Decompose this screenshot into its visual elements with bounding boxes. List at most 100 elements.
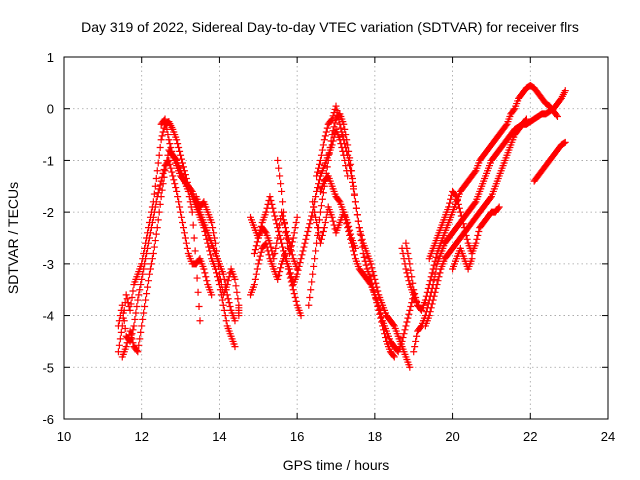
data-point — [226, 303, 234, 311]
data-point — [152, 198, 160, 206]
data-point — [367, 260, 375, 268]
data-point — [139, 315, 147, 323]
y-axis-label: SDTVAR / TECUs — [5, 182, 21, 294]
data-point — [360, 253, 368, 261]
data-point — [137, 281, 145, 289]
data-point — [126, 306, 134, 314]
data-point — [176, 203, 184, 211]
data-point — [167, 144, 175, 151]
data-point — [366, 279, 374, 287]
series-track-g — [250, 125, 352, 289]
data-point — [402, 265, 410, 273]
data-point — [267, 243, 275, 251]
data-point — [266, 193, 274, 201]
data-point — [297, 312, 305, 320]
data-point — [369, 268, 377, 276]
data-point — [145, 239, 153, 247]
data-point — [155, 208, 163, 216]
data-point — [166, 160, 174, 168]
data-point — [117, 328, 125, 336]
data-point — [327, 116, 335, 124]
data-point — [170, 176, 178, 184]
data-point — [158, 132, 166, 140]
data-point — [313, 172, 321, 180]
data-point — [136, 335, 144, 343]
data-point — [389, 352, 397, 360]
data-point — [137, 328, 145, 336]
data-point — [189, 221, 197, 229]
data-point — [142, 296, 150, 304]
data-point — [208, 291, 216, 299]
data-point — [207, 251, 215, 259]
data-point — [347, 167, 355, 175]
data-point — [323, 124, 331, 132]
data-point — [318, 231, 326, 239]
data-point — [252, 270, 260, 278]
data-point — [317, 151, 325, 159]
data-point — [328, 115, 336, 123]
data-point — [146, 265, 154, 273]
data-point — [162, 162, 170, 170]
data-point — [172, 155, 180, 163]
data-point — [521, 116, 529, 124]
data-point — [402, 239, 410, 247]
data-point — [429, 296, 437, 304]
data-point — [307, 286, 315, 294]
series-track-l — [316, 172, 418, 356]
data-point — [312, 247, 320, 255]
data-point — [134, 348, 142, 356]
data-point — [426, 277, 434, 285]
data-point — [275, 271, 283, 279]
data-point — [161, 115, 169, 123]
data-point — [148, 255, 156, 263]
series-track-b — [114, 156, 216, 345]
data-point — [311, 255, 319, 263]
data-point — [153, 224, 161, 232]
data-point — [336, 120, 344, 128]
data-point — [553, 111, 561, 119]
data-point — [252, 242, 260, 250]
data-point — [305, 224, 313, 232]
data-point — [404, 273, 412, 281]
data-point — [291, 293, 299, 301]
data-point — [431, 270, 439, 278]
data-point — [116, 335, 124, 343]
data-point — [326, 144, 334, 151]
data-point — [430, 275, 438, 283]
data-point — [553, 112, 561, 120]
data-point — [201, 269, 209, 277]
data-point — [127, 331, 135, 339]
data-point — [350, 191, 358, 199]
data-point — [401, 326, 409, 334]
series-track-k — [313, 102, 414, 371]
data-point — [281, 218, 289, 226]
data-point — [282, 234, 290, 242]
data-point — [143, 290, 151, 298]
data-point — [184, 187, 192, 195]
data-point — [358, 235, 366, 243]
y-tick-label: 1 — [47, 50, 54, 65]
data-point — [320, 224, 328, 232]
data-point — [414, 301, 422, 309]
data-point — [375, 301, 383, 309]
data-point — [234, 295, 242, 303]
data-point — [128, 335, 136, 343]
data-point — [307, 216, 315, 224]
data-point — [215, 270, 223, 278]
data-point — [168, 168, 176, 176]
series-track-f — [247, 239, 305, 320]
data-point — [288, 238, 296, 246]
data-point — [321, 132, 329, 140]
data-point — [561, 87, 569, 95]
data-point — [435, 273, 443, 281]
data-point — [274, 275, 282, 283]
data-point — [427, 304, 435, 312]
data-point — [212, 239, 220, 247]
data-point — [401, 260, 409, 268]
data-point — [323, 163, 331, 171]
data-point — [357, 231, 365, 239]
data-point — [329, 217, 337, 225]
data-point — [314, 168, 322, 176]
data-point — [191, 247, 199, 255]
data-point — [126, 327, 134, 335]
